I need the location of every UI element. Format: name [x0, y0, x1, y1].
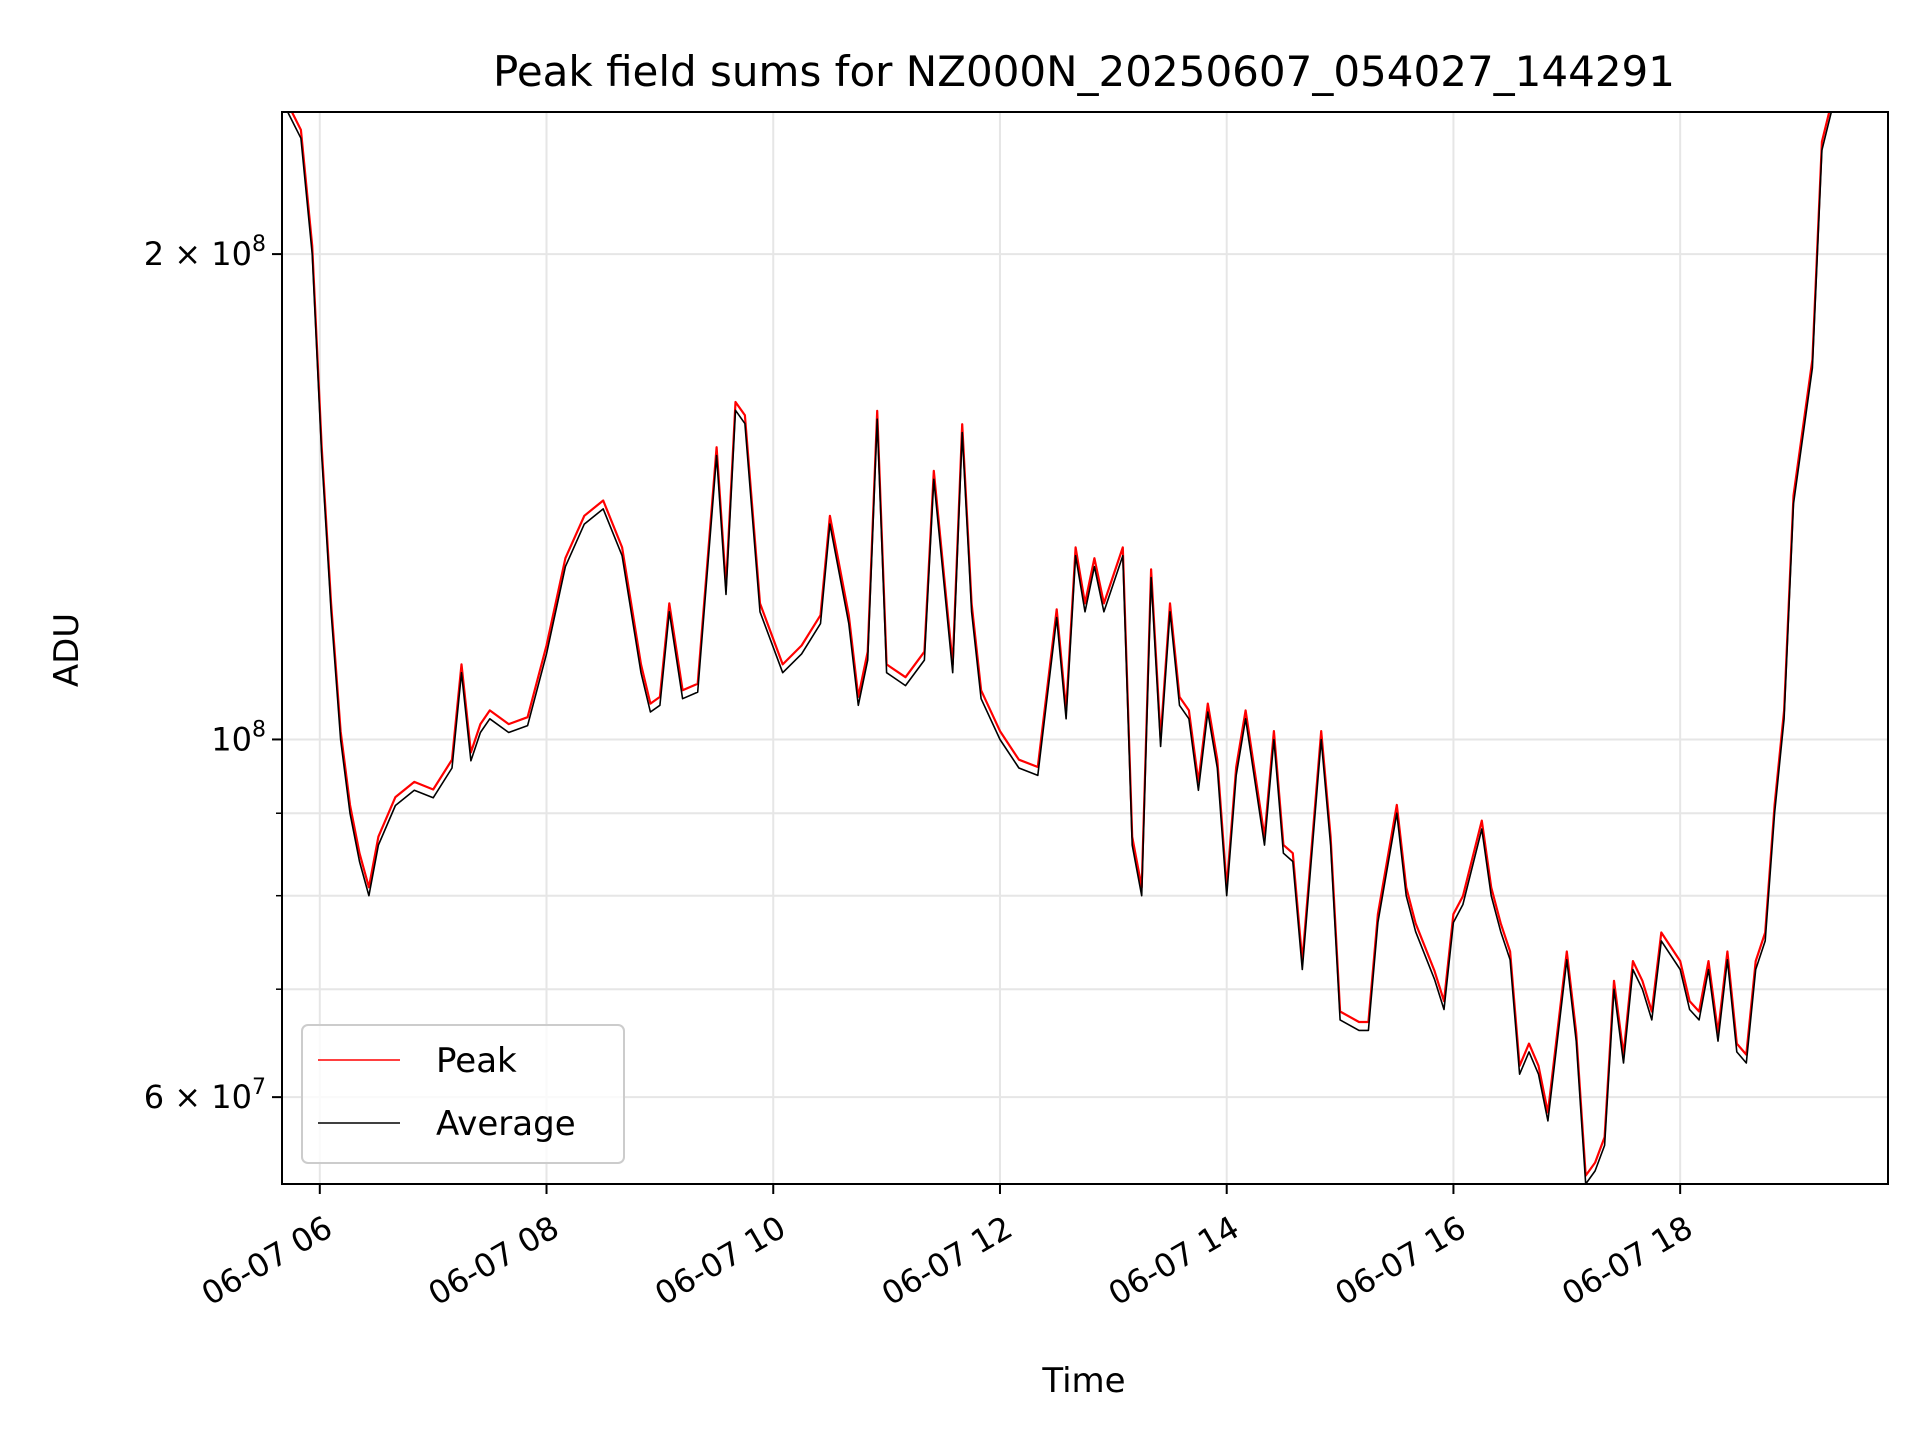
grid	[282, 112, 1888, 1184]
plot-series	[286, 112, 1833, 1184]
x-tick-label: 06-07 10	[648, 1208, 792, 1313]
y-tick-exponent: 8	[252, 232, 266, 257]
chart-title: Peak field sums for NZ000N_20250607_0540…	[493, 47, 1675, 96]
y-tick-label: 6 × 107	[144, 1075, 266, 1116]
x-tick-label: 06-07 12	[875, 1208, 1019, 1313]
x-tick-label: 06-07 16	[1329, 1208, 1473, 1313]
y-axis-label: ADU	[47, 613, 87, 687]
y-tick-label: 108	[211, 717, 266, 758]
series-line-average	[286, 112, 1833, 1184]
y-tick-mantissa: 2 × 10	[144, 235, 252, 273]
y-tick-mantissa: 10	[211, 720, 252, 758]
legend: Peak Average	[301, 1024, 625, 1164]
y-tick-label: 2 × 108	[144, 232, 266, 273]
y-tick-exponent: 8	[252, 717, 266, 742]
legend-label-average: Average	[436, 1104, 576, 1144]
x-tick-label: 06-07 14	[1102, 1208, 1246, 1313]
x-axis: 06-07 06 06-07 08 06-07 10 06-07 12 06-07 14…	[195, 1184, 1699, 1313]
y-tick-exponent: 7	[252, 1075, 266, 1100]
y-tick-mantissa: 6 × 10	[144, 1078, 252, 1116]
x-axis-label: Time	[1041, 1361, 1125, 1401]
x-tick-label: 06-07 08	[422, 1208, 566, 1313]
x-tick-label: 06-07 06	[195, 1208, 339, 1313]
legend-label-peak: Peak	[436, 1041, 517, 1081]
plot-frame	[281, 111, 1889, 1185]
x-tick-label: 06-07 18	[1555, 1208, 1699, 1313]
